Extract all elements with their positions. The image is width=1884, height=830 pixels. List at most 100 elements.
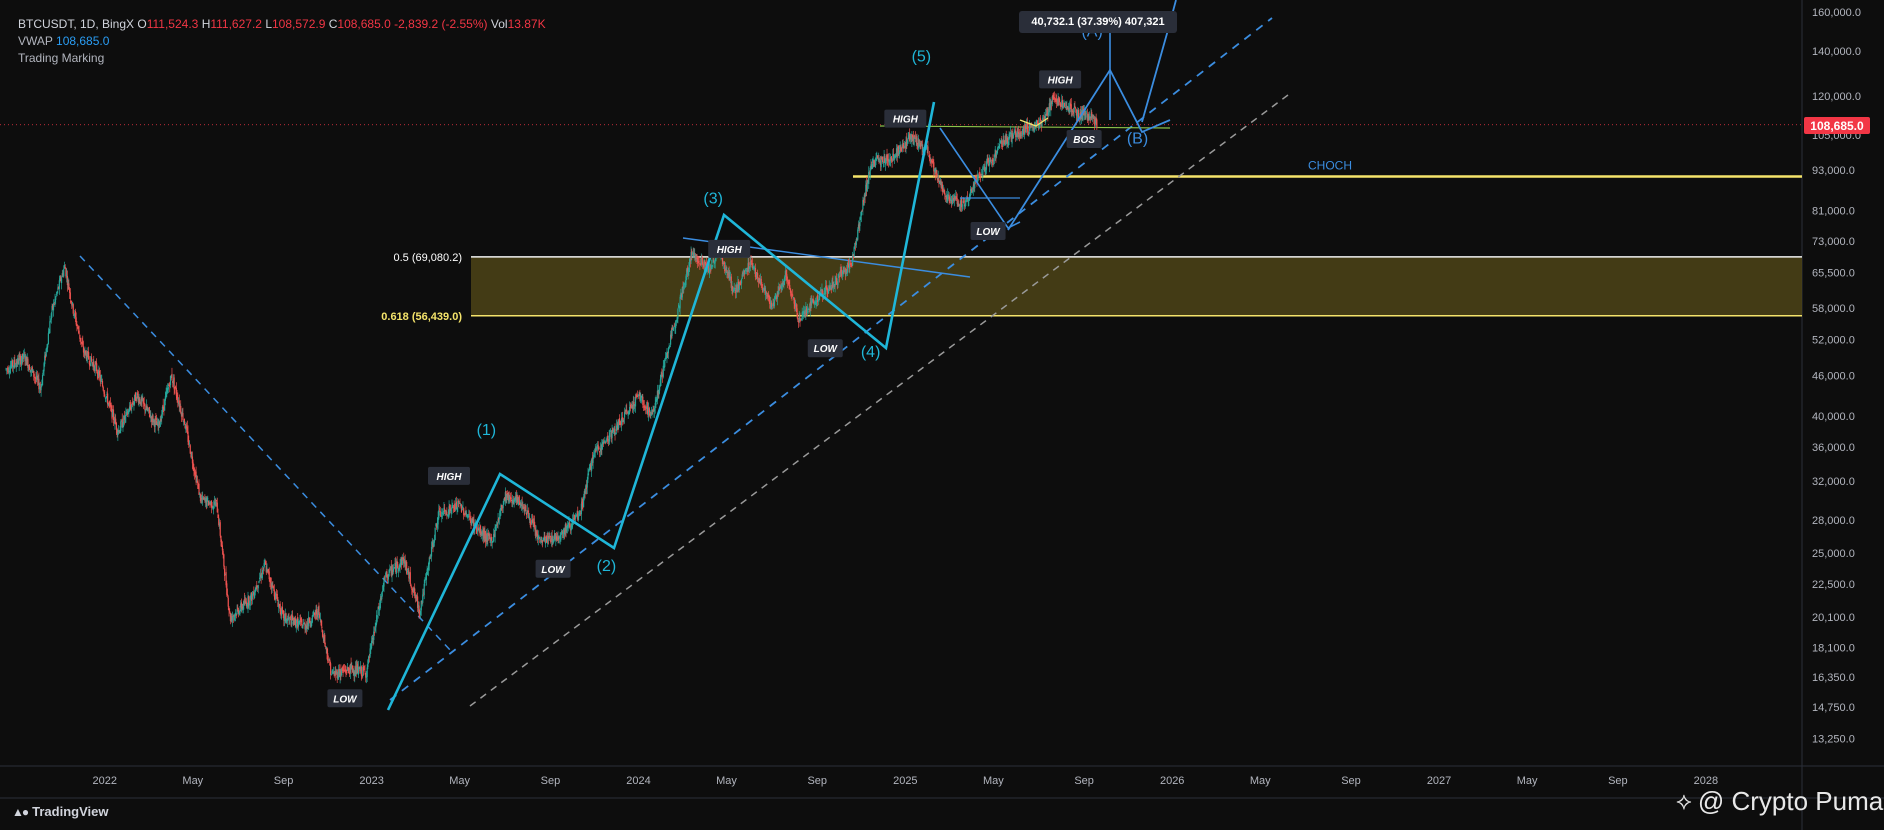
candle [696, 253, 698, 265]
candle-body [840, 269, 842, 274]
candle-body [32, 369, 34, 373]
candle [795, 303, 797, 312]
candle [366, 664, 368, 682]
candle [603, 440, 605, 445]
candle [1094, 116, 1096, 132]
candle [317, 606, 319, 622]
candle [278, 603, 281, 609]
candle [680, 292, 683, 301]
candle-body [346, 672, 348, 673]
candle-body [308, 617, 311, 623]
candle [172, 380, 174, 388]
candle-body [237, 609, 240, 614]
candle-body [115, 422, 117, 430]
vwap-indicator[interactable]: VWAP 108,685.0 [18, 34, 109, 48]
candle [901, 147, 903, 153]
candle [860, 212, 862, 221]
candle-body [42, 369, 44, 373]
candle [523, 504, 525, 510]
candle-body [848, 263, 850, 269]
candle [634, 404, 636, 412]
candle [1075, 106, 1077, 113]
candle [85, 350, 87, 356]
candle-body [582, 502, 584, 506]
candle-body [253, 591, 255, 597]
candle-body [275, 593, 278, 596]
candle-body [585, 485, 587, 494]
candle-body [504, 492, 506, 502]
candle-body [10, 365, 12, 368]
candle [286, 615, 289, 628]
candle-body [395, 561, 398, 574]
candle-body [135, 399, 137, 402]
candle [435, 523, 437, 527]
candle [81, 337, 83, 345]
marker-tag-text: LOW [976, 227, 1001, 238]
candle-body [598, 447, 600, 449]
candle-body [593, 451, 596, 453]
candle [68, 279, 70, 291]
candle [565, 522, 567, 538]
candle [615, 432, 617, 435]
candle [240, 598, 243, 613]
candle [623, 407, 626, 424]
candle-body [26, 358, 28, 366]
candle [671, 324, 673, 339]
candle-body [602, 443, 604, 445]
candle-body [979, 172, 981, 177]
candle-body [126, 412, 128, 415]
candle-body [578, 511, 580, 517]
candle [862, 196, 864, 216]
candle [585, 480, 588, 495]
tradingview-brand[interactable]: ▲● TradingView [12, 804, 108, 819]
candle [114, 413, 116, 430]
candle [195, 466, 197, 486]
candle [150, 410, 152, 423]
candle [384, 575, 386, 581]
candle [20, 355, 22, 371]
candle [403, 556, 406, 568]
candle-body [1009, 132, 1012, 135]
price-tick-label: 93,000.0 [1812, 165, 1855, 177]
trading-marking-indicator[interactable]: Trading Marking [18, 51, 104, 65]
candle-body [623, 412, 626, 418]
candle [548, 531, 550, 542]
candle-body [90, 356, 92, 367]
candle [644, 405, 646, 411]
candle-body [364, 671, 366, 672]
candle-body [408, 574, 411, 580]
candle-body [832, 281, 834, 288]
candle-body [863, 199, 865, 203]
candle-body [751, 263, 754, 269]
candle [1043, 112, 1045, 121]
candle [418, 601, 420, 619]
candle [945, 191, 947, 203]
candle-body [300, 618, 302, 621]
candle-body [737, 282, 739, 291]
candle-body [641, 395, 643, 398]
candle [797, 313, 799, 323]
candle [1069, 100, 1071, 114]
candle [846, 265, 848, 274]
candle-body [1061, 100, 1063, 105]
candle [87, 350, 89, 358]
candle-body [843, 270, 845, 273]
candle [136, 392, 138, 402]
candle-body [541, 541, 543, 544]
candle-body [874, 158, 876, 168]
candle-body [661, 373, 663, 374]
candle [1066, 100, 1068, 112]
candle-body [187, 431, 189, 442]
candle [157, 419, 159, 431]
candle [234, 609, 237, 622]
candle [890, 153, 892, 167]
candle [232, 614, 234, 623]
candle [237, 604, 239, 612]
candle-body [457, 500, 459, 508]
candle-body [247, 596, 249, 607]
candle [939, 176, 941, 186]
candle [597, 441, 599, 452]
candle [682, 281, 684, 294]
candle-body [935, 168, 937, 173]
